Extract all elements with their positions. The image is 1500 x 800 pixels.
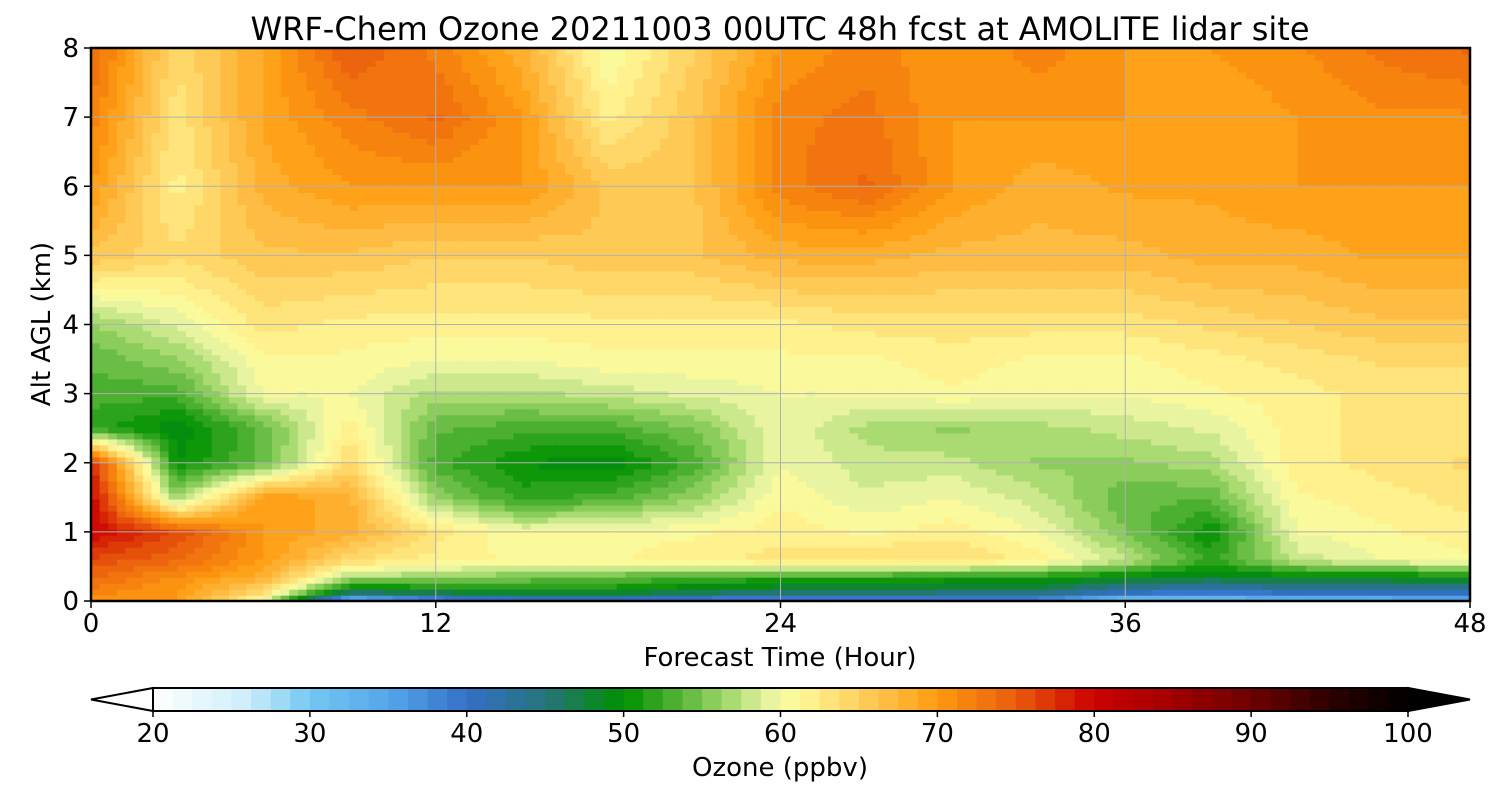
colorbar-high-extend: [1407, 686, 1471, 713]
x-tick-label: 36: [1109, 609, 1142, 639]
x-axis-label: Forecast Time (Hour): [643, 643, 916, 673]
colorbar-label: Ozone (ppbv): [692, 753, 868, 783]
colorbar-tick-label: 100: [1383, 719, 1433, 749]
y-tick-label: 3: [62, 380, 79, 410]
y-tick-label: 5: [62, 241, 79, 271]
x-tick-label: 24: [764, 609, 797, 639]
x-tick-label: 0: [83, 609, 100, 639]
y-tick-label: 8: [62, 34, 79, 64]
y-tick-label: 7: [62, 103, 79, 133]
colorbar-tick-label: 80: [1078, 719, 1111, 749]
chart-title: WRF-Chem Ozone 20211003 00UTC 48h fcst a…: [250, 10, 1309, 48]
colorbar: 20 30 40 50 60 70 80 90 100: [90, 686, 1471, 749]
y-tick-label: 0: [62, 587, 79, 617]
colorbar-low-extend: [90, 686, 154, 713]
y-tick-label: 4: [62, 311, 79, 341]
y-axis-label: Alt AGL (km): [27, 242, 57, 406]
colorbar-tick-label: 30: [293, 719, 326, 749]
colorbar-tick-label: 50: [607, 719, 640, 749]
grid-lines: [91, 48, 1470, 601]
x-tick-label: 48: [1453, 609, 1486, 639]
y-tick-label: 1: [62, 518, 79, 548]
colorbar-tick-label: 70: [921, 719, 954, 749]
colorbar-tick-label: 90: [1235, 719, 1268, 749]
colorbar-tick-label: 20: [136, 719, 169, 749]
colorbar-tick-label: 60: [764, 719, 797, 749]
colorbar-tick-label: 40: [450, 719, 483, 749]
y-tick-label: 2: [62, 449, 79, 479]
y-tick-label: 6: [62, 172, 79, 202]
x-tick-label: 12: [419, 609, 452, 639]
